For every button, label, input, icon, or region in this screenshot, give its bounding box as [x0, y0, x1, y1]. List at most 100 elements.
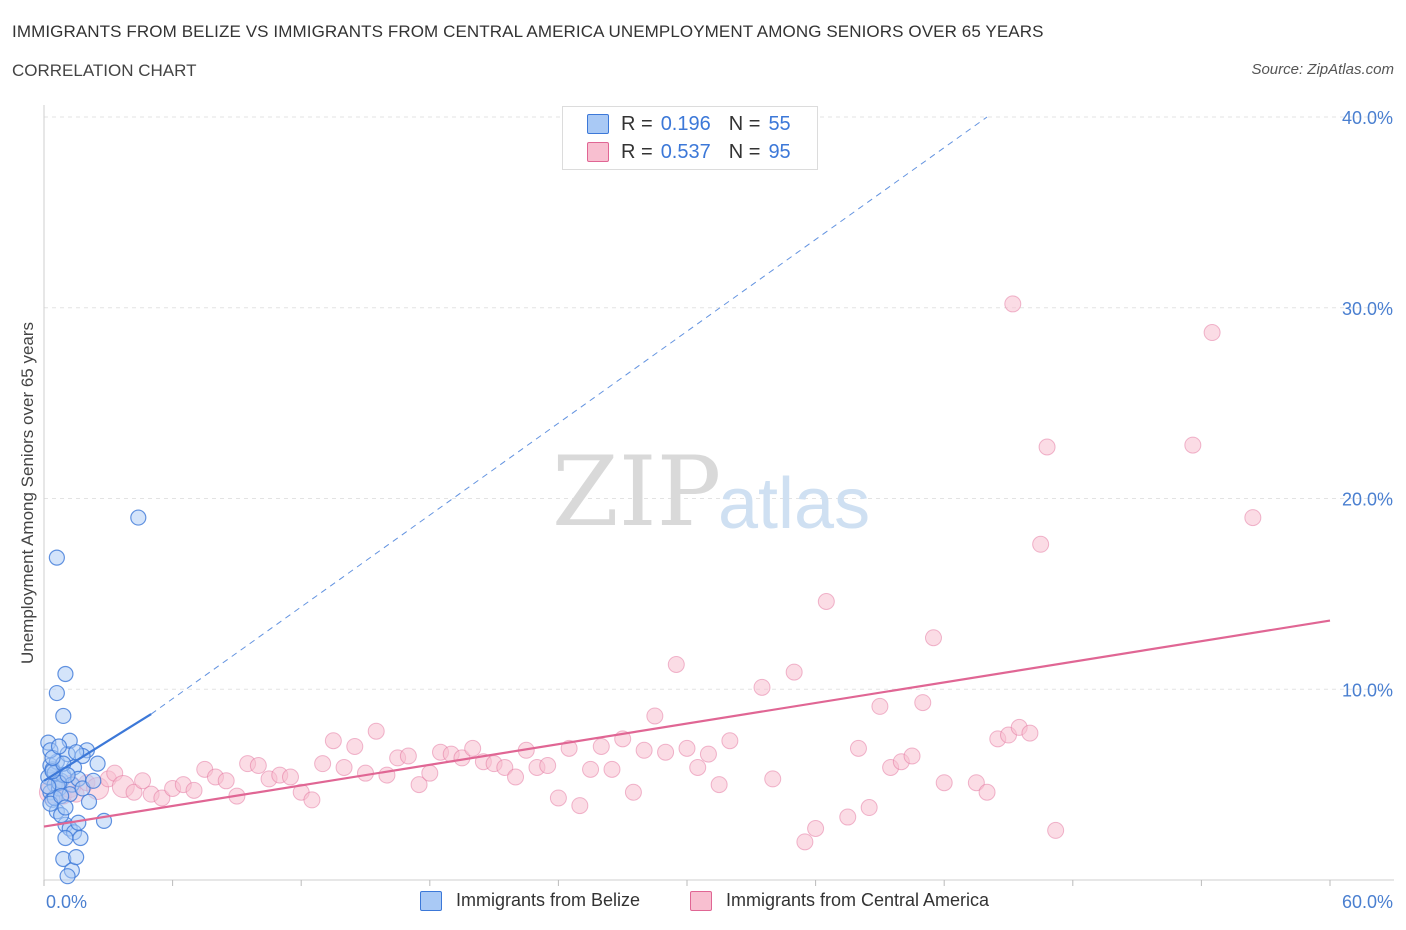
- watermark-atlas: atlas: [718, 464, 870, 544]
- central-america-point: [1244, 509, 1262, 527]
- y-tick-label: 10.0%: [1342, 680, 1393, 700]
- n-value-belize: 55: [768, 112, 791, 135]
- central-america-point: [560, 739, 578, 757]
- central-america-point: [1032, 535, 1050, 553]
- r-label: R =: [621, 112, 653, 135]
- y-tick-label: 40.0%: [1342, 108, 1393, 128]
- central-america-point: [367, 722, 385, 740]
- central-america-point: [335, 758, 353, 776]
- central-america-point: [217, 772, 235, 790]
- legend-label-central-america: Immigrants from Central America: [726, 890, 990, 910]
- central-america-point: [667, 655, 685, 673]
- central-america-point: [571, 797, 589, 815]
- central-america-trend-line: [43, 619, 1331, 828]
- central-america-point: [689, 758, 707, 776]
- central-america-point: [807, 819, 825, 837]
- central-america-point: [699, 745, 717, 763]
- legend-swatch-central-america: [587, 142, 609, 162]
- belize-point: [85, 772, 102, 789]
- central-america-point: [1004, 295, 1022, 313]
- watermark-zip: ZIP: [552, 436, 721, 548]
- belize-point: [59, 766, 76, 784]
- central-america-point: [635, 741, 653, 759]
- central-america-point: [378, 766, 396, 784]
- legend-swatch-belize: [587, 114, 609, 134]
- belize-point: [57, 829, 74, 847]
- r-value-belize: 0.196: [660, 112, 711, 135]
- belize-trend-line: [43, 713, 152, 782]
- central-america-point: [646, 707, 664, 725]
- x-tick-label: 0.0%: [46, 892, 87, 912]
- central-america-point: [785, 663, 803, 681]
- central-america-point: [281, 768, 299, 786]
- central-america-point: [849, 739, 867, 757]
- central-america-point: [1021, 724, 1039, 742]
- belize-point: [59, 868, 76, 885]
- legend-row-belize: R = 0.196 N = 55: [587, 112, 791, 136]
- central-america-point: [678, 739, 696, 757]
- central-america-point: [324, 732, 342, 750]
- central-america-point: [603, 760, 621, 778]
- chart-subtitle: CORRELATION CHART: [12, 61, 197, 80]
- central-america-point: [1038, 438, 1056, 456]
- gridlines: [44, 116, 1394, 690]
- central-america-point: [903, 747, 921, 765]
- belize-point: [48, 684, 65, 702]
- belize-point: [48, 549, 65, 566]
- legend-swatch-belize: [420, 890, 442, 911]
- trend-lines: [43, 116, 1331, 828]
- central-america-point: [496, 758, 514, 776]
- belize-trend-extended: [150, 116, 988, 715]
- n-label: N =: [728, 112, 761, 135]
- central-america-point: [592, 737, 610, 755]
- y-tick-label: 20.0%: [1342, 490, 1393, 510]
- legend-row-central-america: R = 0.537 N = 95: [587, 140, 791, 164]
- central-america-point: [710, 776, 728, 794]
- central-america-point: [924, 629, 942, 647]
- y-axis-label: Unemployment Among Seniors over 65 years: [18, 322, 37, 664]
- chart-title: IMMIGRANTS FROM BELIZE VS IMMIGRANTS FRO…: [12, 22, 1044, 41]
- central-america-point: [914, 694, 932, 712]
- central-america-point: [817, 593, 835, 611]
- central-america-point: [753, 678, 771, 696]
- central-america-point: [314, 755, 332, 773]
- central-america-point: [796, 833, 814, 851]
- correlation-legend: R = 0.196 N = 55 R = 0.537 N = 95: [562, 106, 818, 170]
- watermark: ZIP atlas: [552, 436, 870, 548]
- central-america-point: [507, 768, 525, 786]
- central-america-point: [249, 757, 267, 775]
- central-america-point: [346, 737, 364, 755]
- central-america-point: [185, 781, 203, 799]
- central-america-point: [935, 774, 953, 792]
- x-tick-label: 60.0%: [1342, 892, 1393, 912]
- legend-item-belize[interactable]: Immigrants from Belize: [420, 890, 640, 911]
- central-america-point: [871, 697, 889, 715]
- central-america-point: [764, 770, 782, 788]
- central-america-point: [967, 774, 985, 792]
- r-value-central-america: 0.537: [660, 140, 711, 163]
- belize-point: [72, 829, 89, 847]
- central-america-point: [657, 743, 675, 761]
- central-america-point: [153, 789, 171, 807]
- y-tick-label: 30.0%: [1342, 299, 1393, 319]
- central-america-point: [1184, 436, 1202, 454]
- legend-swatch-central-america: [690, 890, 712, 911]
- belize-point: [80, 793, 98, 810]
- central-america-point: [410, 776, 428, 794]
- belize-point: [130, 509, 147, 526]
- belize-point: [50, 738, 68, 755]
- legend-item-central-america[interactable]: Immigrants from Central America: [690, 890, 989, 911]
- central-america-point: [721, 732, 739, 750]
- central-america-point: [125, 783, 143, 801]
- belize-point: [57, 665, 74, 683]
- belize-point: [68, 849, 85, 866]
- series-legend: Immigrants from Belize Immigrants from C…: [0, 890, 1406, 916]
- legend-label-belize: Immigrants from Belize: [456, 890, 641, 910]
- central-america-point: [421, 764, 439, 782]
- central-america-point: [539, 757, 557, 775]
- r-label: R =: [621, 140, 653, 163]
- central-america-point: [624, 783, 642, 801]
- belize-point: [89, 755, 106, 772]
- n-label: N =: [728, 140, 761, 163]
